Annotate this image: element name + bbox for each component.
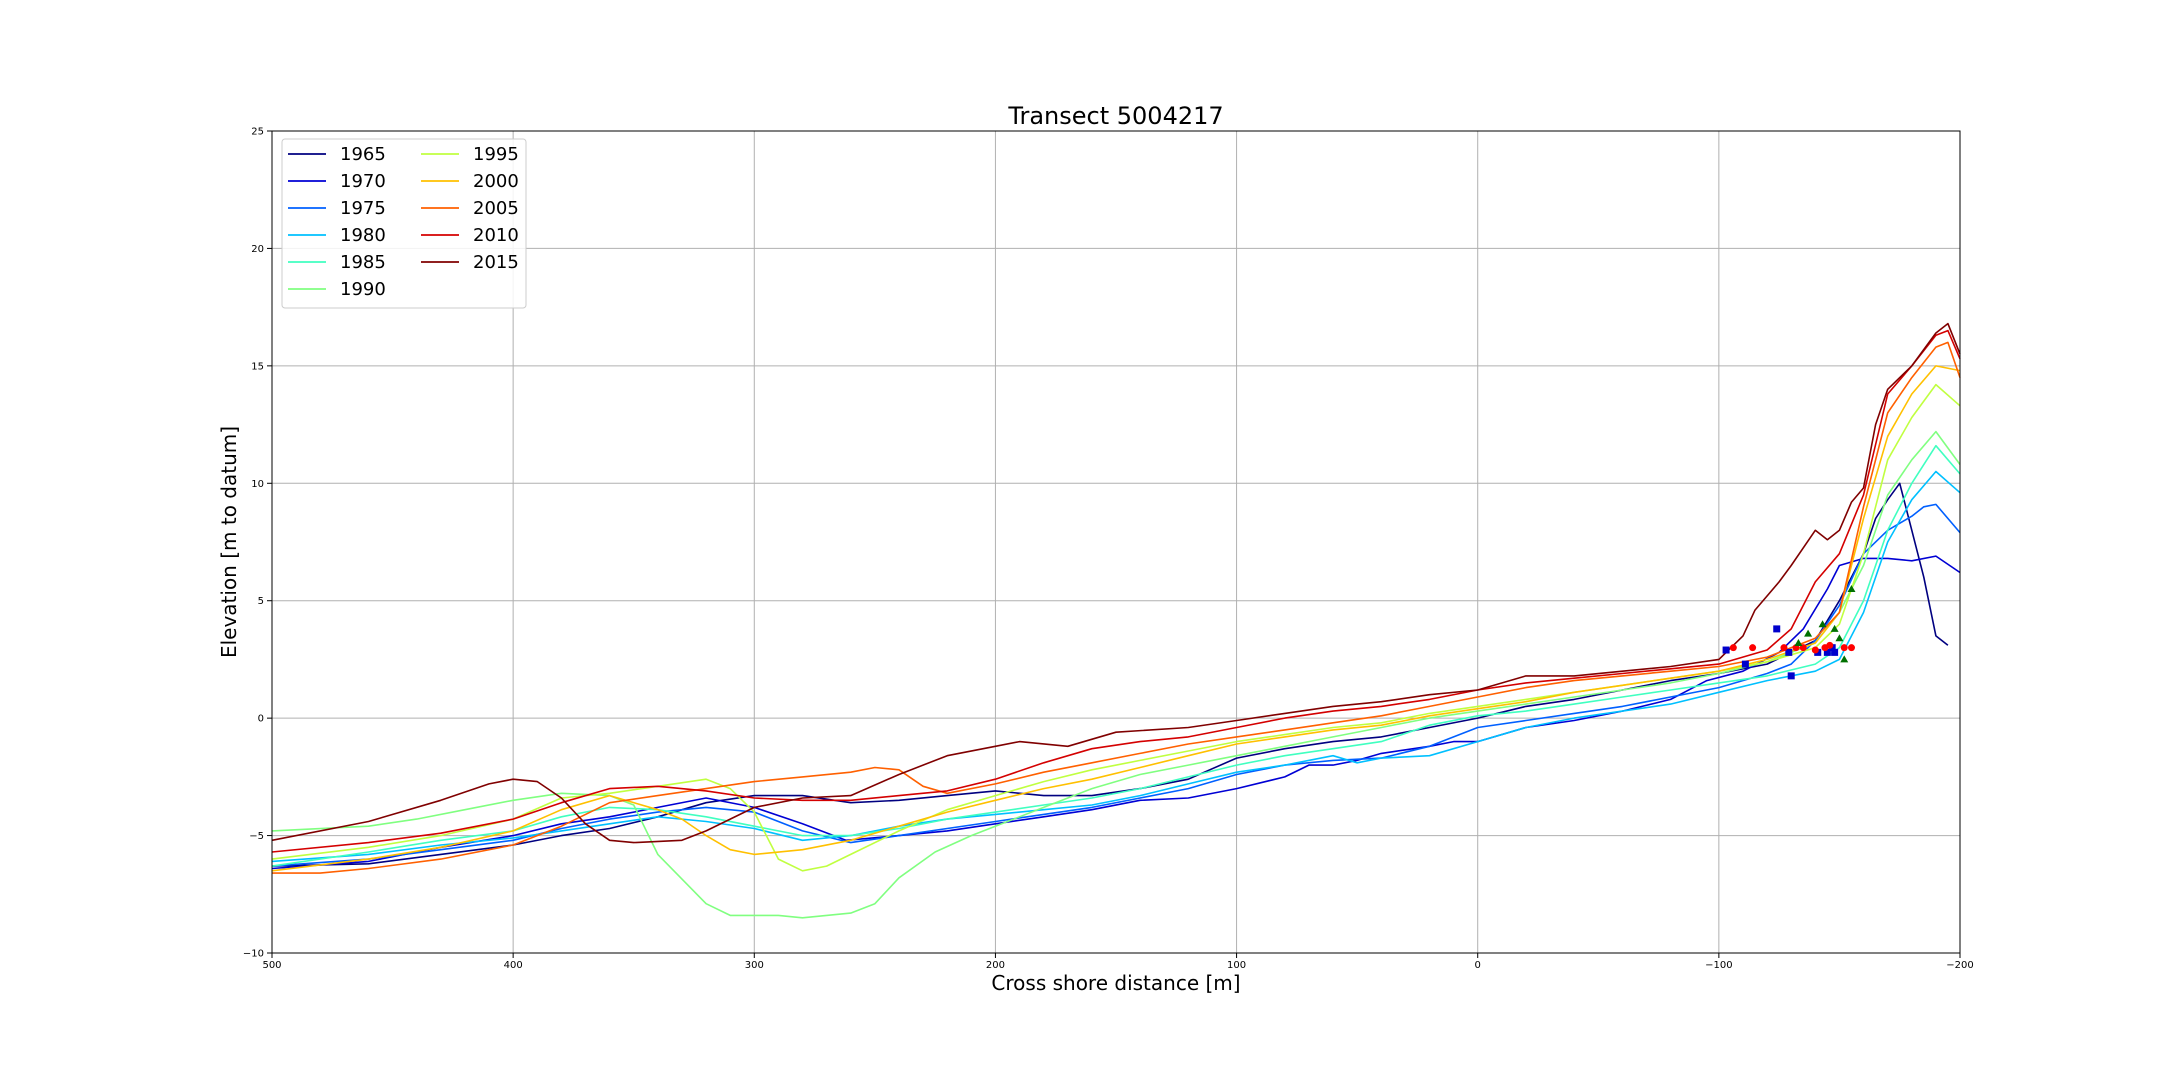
square-marker xyxy=(1823,648,1831,656)
plot-frame xyxy=(271,130,1961,954)
triangle-marker xyxy=(1804,629,1813,637)
marker-layer xyxy=(1722,584,1856,680)
legend-label: 1980 xyxy=(340,225,386,246)
x-tick-label: 300 xyxy=(745,960,764,971)
triangle-marker xyxy=(1840,655,1849,663)
circle-marker xyxy=(1749,644,1757,652)
circle-marker xyxy=(1826,641,1834,649)
chart-title: Transect 5004217 xyxy=(1007,102,1223,130)
legend-label: 2010 xyxy=(473,225,519,246)
triangle-marker xyxy=(1847,584,1856,592)
y-tick-label: −5 xyxy=(249,831,264,842)
x-tick-label: 200 xyxy=(986,960,1005,971)
x-tick-label: 100 xyxy=(1227,960,1246,971)
x-axis-label: Cross shore distance [m] xyxy=(991,971,1240,995)
triangle-marker xyxy=(1835,634,1844,642)
grid xyxy=(271,130,1961,954)
triangle-marker xyxy=(1818,620,1827,628)
square-marker xyxy=(1785,648,1793,656)
series-line-1980 xyxy=(271,470,1961,863)
x-tick-label: −200 xyxy=(1946,960,1973,971)
x-tick-label: 500 xyxy=(262,960,281,971)
legend-label: 2000 xyxy=(473,171,519,192)
series-line-2010 xyxy=(271,329,1961,853)
y-tick-label: 20 xyxy=(251,244,264,255)
y-tick-label: 0 xyxy=(258,714,264,725)
series-line-1970 xyxy=(271,555,1961,870)
y-tick-label: 5 xyxy=(258,596,264,607)
y-tick-label: 15 xyxy=(251,361,264,372)
x-tick-label: 400 xyxy=(504,960,523,971)
y-axis-label: Elevation [m to datum] xyxy=(217,426,241,658)
square-marker xyxy=(1831,648,1839,656)
legend-label: 2005 xyxy=(473,198,519,219)
y-tick-label: 25 xyxy=(251,127,264,138)
legend-label: 1990 xyxy=(340,279,386,300)
square-marker xyxy=(1741,660,1749,668)
square-marker xyxy=(1787,672,1795,680)
series-layer xyxy=(271,322,1961,919)
legend: 1965 1970 1975 1980 1985 1990 1995 2000 2005 2010… xyxy=(281,138,527,309)
series-line-2000 xyxy=(271,365,1961,872)
y-tick-label: −10 xyxy=(243,949,264,960)
series-line-2005 xyxy=(272,341,1961,874)
ticks: 500 400 300 200 100 0 −100 −200 −10 −5 0 5 10 15 20 25 xyxy=(243,127,1974,972)
circle-marker xyxy=(1811,646,1819,654)
square-marker xyxy=(1773,625,1781,633)
circle-marker xyxy=(1840,644,1848,652)
circle-marker xyxy=(1780,644,1788,652)
legend-label: 1965 xyxy=(340,144,386,165)
legend-label: 1970 xyxy=(340,171,386,192)
legend-box xyxy=(281,138,527,309)
legend-label: 1995 xyxy=(473,144,519,165)
triangle-marker xyxy=(1830,624,1839,632)
x-tick-label: −100 xyxy=(1705,960,1732,971)
series-line-2015 xyxy=(271,322,1961,844)
legend-label: 2015 xyxy=(473,252,519,273)
legend-label: 1975 xyxy=(340,198,386,219)
triangle-marker xyxy=(1794,638,1803,646)
legend-label: 1985 xyxy=(340,252,386,273)
y-tick-label: 10 xyxy=(251,479,264,490)
circle-marker xyxy=(1729,644,1737,652)
x-tick-label: 0 xyxy=(1475,960,1481,971)
circle-marker xyxy=(1847,644,1855,652)
square-marker xyxy=(1722,646,1730,654)
